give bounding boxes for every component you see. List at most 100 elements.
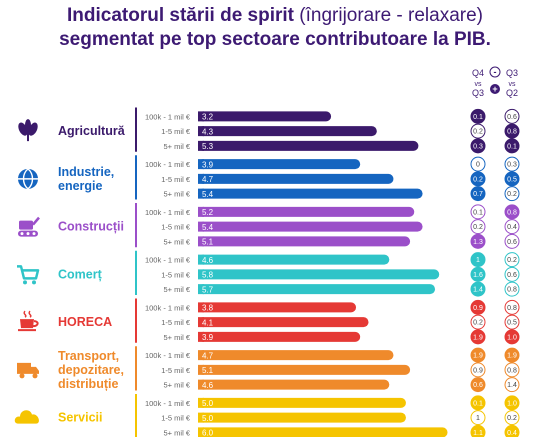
bar-left-edge: [198, 302, 204, 313]
change-value: 0.2: [473, 176, 483, 183]
change-value: 0.3: [507, 162, 517, 169]
bar-value-label: 5.8: [202, 271, 214, 280]
bar: [198, 302, 357, 313]
bar-value-label: 6.0: [202, 429, 214, 437]
change-circle: [470, 266, 486, 282]
minus-legend-label: -: [494, 67, 497, 77]
size-category-label: 100k - 1 mil €: [145, 256, 191, 265]
bar: [198, 140, 419, 151]
sector-name: Comerț: [58, 267, 103, 281]
column-header-text: Q4: [472, 68, 484, 78]
sector-name: Agricultură: [58, 124, 126, 138]
sector-name: Servicii: [58, 411, 102, 425]
change-value: 0.6: [507, 272, 517, 279]
bar-value-label: 3.8: [202, 304, 214, 313]
sector-name: HORECA: [58, 315, 112, 329]
bar-left-edge: [198, 269, 204, 280]
bar: [198, 206, 415, 217]
bar-value-label: 5.2: [202, 208, 214, 217]
globe-icon: [18, 168, 38, 190]
size-category-label: 1-5 mil €: [161, 414, 191, 423]
change-circle: [504, 108, 520, 124]
size-category-label: 100k - 1 mil €: [145, 399, 191, 408]
bar-left-edge: [198, 412, 204, 423]
change-circle: [470, 219, 486, 235]
size-category-label: 5+ mil €: [164, 237, 191, 246]
column-header-text: Q2: [506, 88, 518, 98]
change-circle: [470, 395, 486, 411]
change-value: 0.5: [507, 176, 517, 183]
size-category-label: 1-5 mil €: [161, 127, 191, 136]
bar: [198, 173, 394, 184]
size-category-label: 5+ mil €: [164, 381, 191, 390]
change-value: 0.9: [473, 305, 483, 312]
size-category-label: 100k - 1 mil €: [145, 160, 191, 169]
change-circle: [470, 362, 486, 378]
sector-name: energie: [58, 179, 103, 193]
change-value: 0.4: [507, 224, 517, 231]
column-header-text: Q3: [472, 88, 484, 98]
bar-value-label: 4.6: [202, 256, 214, 265]
size-category-label: 5+ mil €: [164, 142, 191, 151]
bar: [198, 427, 448, 437]
size-category-label: 1-5 mil €: [161, 366, 191, 375]
column-header-text: Q3: [506, 68, 518, 78]
change-value: 1.0: [507, 400, 517, 407]
change-value: 0.3: [473, 143, 483, 150]
minus-legend-circle: [489, 66, 501, 78]
change-circle: [470, 410, 486, 426]
size-category-label: 1-5 mil €: [161, 270, 191, 279]
bar-left-edge: [198, 206, 204, 217]
change-value: 0.2: [473, 129, 483, 136]
change-value: 0.6: [507, 114, 517, 121]
column-header-text: vs: [475, 81, 483, 88]
change-value: 1.9: [473, 334, 483, 341]
change-value: 1.6: [473, 272, 483, 279]
size-category-label: 100k - 1 mil €: [145, 112, 191, 121]
change-value: 1.9: [473, 353, 483, 360]
bar-value-label: 3.9: [202, 333, 214, 342]
change-circle: [504, 329, 520, 345]
bar: [198, 111, 332, 122]
change-circle: [470, 204, 486, 220]
bar: [198, 188, 423, 199]
bulldozer-icon: [18, 216, 40, 237]
change-value: 1: [476, 257, 480, 264]
change-circle: [470, 171, 486, 187]
change-circle: [504, 252, 520, 268]
bar-value-label: 3.2: [202, 113, 214, 122]
bar-left-edge: [198, 140, 204, 151]
plus-legend-circle: [490, 84, 500, 94]
change-circle: [504, 410, 520, 426]
column-header-text: vs: [509, 81, 517, 88]
size-category-label: 1-5 mil €: [161, 175, 191, 184]
change-value: 0.2: [473, 224, 483, 231]
change-circle: [504, 156, 520, 172]
change-circle: [470, 138, 486, 154]
bar-value-label: 4.1: [202, 318, 214, 327]
bar-value-label: 5.1: [202, 366, 214, 375]
change-value: 0.2: [507, 415, 517, 422]
wheat-icon: [18, 119, 38, 142]
coffee-cup-icon: [18, 310, 39, 332]
bar-value-label: 5.4: [202, 190, 214, 199]
bar-value-label: 5.0: [202, 414, 214, 423]
change-circle: [470, 281, 486, 297]
bar: [198, 412, 406, 423]
bar-left-edge: [198, 221, 204, 232]
change-value: 1.4: [507, 382, 517, 389]
change-value: 1.0: [507, 334, 517, 341]
bar-value-label: 5.7: [202, 285, 214, 294]
size-category-label: 5+ mil €: [164, 285, 191, 294]
bar: [198, 379, 390, 390]
change-value: 1.9: [507, 353, 517, 360]
change-circle: [504, 123, 520, 139]
size-category-label: 5+ mil €: [164, 333, 191, 342]
change-value: 0.8: [507, 129, 517, 136]
sector-name: depozitare,: [58, 363, 124, 377]
bar-value-label: 3.9: [202, 160, 214, 169]
title-bold: Indicatorul stării de spirit: [67, 5, 294, 26]
change-circle: [470, 108, 486, 124]
sector-name: Industrie,: [58, 165, 114, 179]
